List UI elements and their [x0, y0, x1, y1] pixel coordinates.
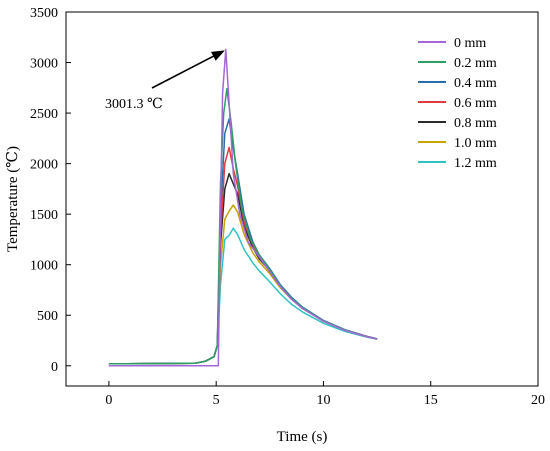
series-line [108, 204, 378, 365]
series-line [108, 146, 378, 365]
y-tick-label: 2500 [30, 107, 58, 122]
series-line [108, 227, 378, 365]
legend-label: 0.8 mm [454, 116, 497, 131]
y-tick-label: 3000 [30, 57, 58, 72]
legend-label: 0.4 mm [454, 76, 497, 91]
legend-label: 1.2 mm [454, 156, 497, 171]
plot-area [108, 48, 378, 367]
legend-label: 0.2 mm [454, 56, 497, 71]
annotation-arrow-shaft [151, 54, 216, 89]
x-axis-title: Time (s) [277, 429, 328, 445]
y-tick-label: 2000 [30, 158, 58, 173]
peak-annotation-label: 3001.3 ℃ [105, 97, 163, 112]
legend: 0 mm 0.2 mm 0.4 mm 0.6 mm 0.8 mm 1.0 mm 1.2 mm [418, 36, 497, 171]
y-tick-label: 1000 [30, 259, 58, 274]
x-tick-label: 5 [213, 393, 220, 408]
x-tick-label: 0 [105, 393, 112, 408]
y-tick-label: 500 [37, 309, 58, 324]
series-line [108, 172, 378, 365]
legend-label: 1.0 mm [454, 136, 497, 151]
y-tick-label: 3500 [30, 6, 58, 21]
x-tick-label: 15 [424, 393, 438, 408]
x-tick-label: 20 [531, 393, 545, 408]
peak-annotation: 3001.3 ℃ [105, 50, 225, 112]
legend-label: 0 mm [454, 36, 486, 51]
legend-label: 0.6 mm [454, 96, 497, 111]
y-tick-label: 1500 [30, 208, 58, 223]
axis-ticks: 0 5 10 15 20 0 500 1000 1500 2000 2500 3000 3500 [30, 6, 545, 408]
series-line [108, 48, 378, 367]
plot-frame [65, 11, 539, 387]
y-axis-title: Temperature (℃) [5, 146, 21, 252]
x-tick-label: 10 [316, 393, 330, 408]
y-tick-label: 0 [51, 360, 58, 375]
annotation-arrow-head [211, 50, 225, 61]
